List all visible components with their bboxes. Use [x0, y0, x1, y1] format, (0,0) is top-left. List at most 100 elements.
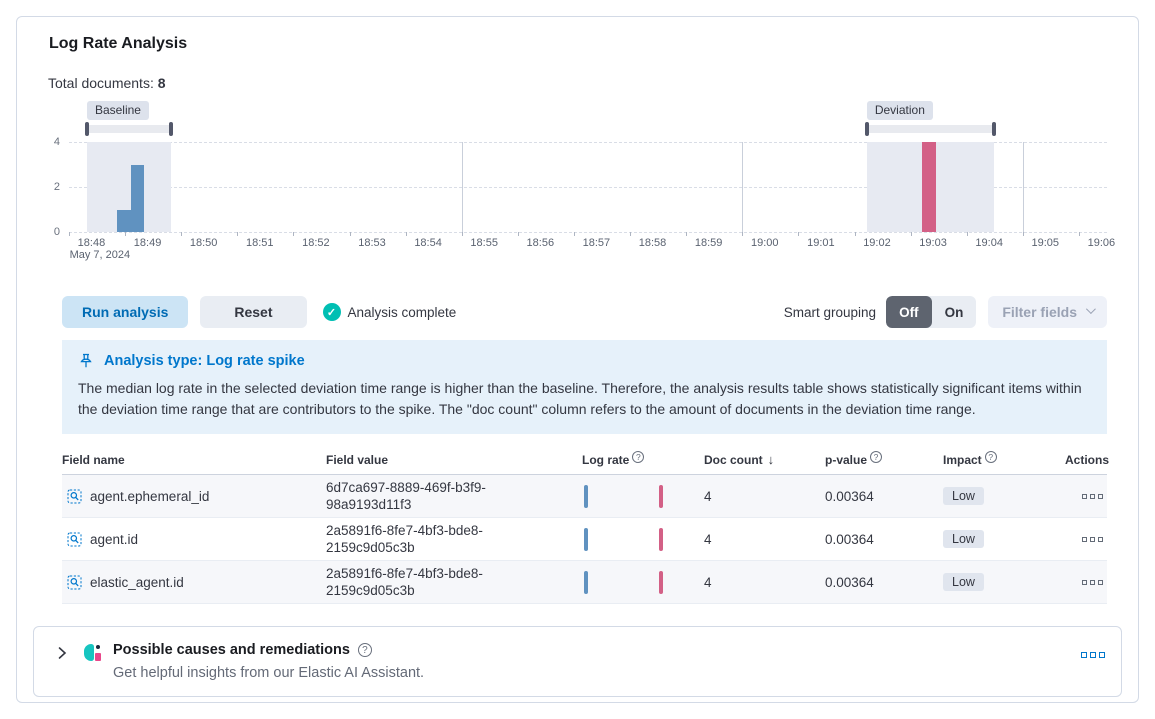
baseline-mini-bar [584, 485, 588, 508]
page-title: Log Rate Analysis [49, 35, 188, 52]
deviation-brush[interactable] [864, 122, 996, 136]
chart-badge-row: Baseline Deviation [69, 101, 1107, 120]
brush-handle[interactable] [168, 122, 173, 136]
col-header-impact[interactable]: Impact? [943, 450, 1065, 467]
doc-count-value: 4 [704, 531, 712, 547]
panel-actions-icon[interactable] [1081, 652, 1105, 658]
doc-count-value: 4 [704, 574, 712, 590]
field-statistics-icon[interactable] [67, 489, 82, 504]
col-header-doc-count[interactable]: Doc count ↓ [704, 452, 775, 467]
y-axis-label: 4 [53, 136, 60, 148]
x-axis-tick [293, 232, 295, 236]
analysis-status: ✓ Analysis complete [322, 303, 457, 321]
x-axis-tick [798, 232, 800, 236]
total-documents-value: 8 [157, 75, 166, 91]
filter-fields-button[interactable]: Filter fields [988, 296, 1107, 328]
info-icon[interactable]: ? [632, 450, 645, 463]
brush-handle[interactable] [84, 122, 89, 136]
chart-x-axis: May 7, 2024 18:48 18:49 18:50 18:51 18:52 18:… [69, 232, 1115, 262]
x-axis-label: 18:54 [414, 237, 442, 249]
col-header-field-value[interactable]: Field value [326, 452, 389, 467]
col-header-p-value[interactable]: p-value? [825, 450, 943, 467]
baseline-brush[interactable] [84, 122, 173, 136]
help-icon[interactable]: ? [357, 643, 372, 657]
x-axis-tick [125, 232, 127, 236]
baseline-doc-count-bar [130, 164, 145, 232]
table-row: agent.ephemeral_id 6d7ca697-8889-469f-b3… [62, 475, 1107, 518]
deviation-doc-count-bar [922, 142, 937, 232]
log-rate-mini-chart [582, 526, 664, 552]
field-statistics-icon[interactable] [67, 575, 82, 590]
gridline-horizontal [69, 142, 1107, 143]
brush-handle[interactable] [991, 122, 996, 136]
smart-grouping-on-button[interactable]: On [932, 296, 977, 328]
x-axis-label: 18:59 [694, 237, 723, 249]
doc-count-value: 4 [704, 488, 712, 504]
impact-badge: Low [943, 530, 984, 548]
col-header-log-rate[interactable]: Log rate? [582, 450, 704, 467]
info-icon[interactable]: ? [984, 450, 997, 463]
total-documents-label: Total documents: [48, 75, 154, 91]
x-axis-tick [517, 232, 519, 236]
log-rate-analysis-card: Log Rate Analysis Total documents: 8 Bas… [16, 16, 1139, 703]
log-rate-mini-chart [582, 569, 664, 595]
x-axis-date-label: May 7, 2024 [69, 249, 131, 261]
x-axis-tick [1022, 232, 1024, 236]
x-axis-tick [910, 232, 912, 236]
x-axis-tick [181, 232, 183, 236]
field-value: 6d7ca697-8889-469f-b3f9-98a9193d11f3 [326, 480, 486, 512]
causes-panel-title[interactable]: Possible causes and remediations [113, 642, 350, 658]
x-axis-tick [630, 232, 632, 236]
analysis-controls: Run analysis Reset ✓ Analysis complete S… [62, 296, 1107, 328]
field-value: 2a5891f6-8fe7-4bf3-bde8-2159c9d05c3b [326, 523, 483, 555]
chevron-right-icon[interactable] [56, 646, 68, 660]
p-value: 0.00364 [825, 574, 874, 590]
x-axis-tick [69, 232, 70, 236]
x-axis-label: 19:00 [750, 237, 779, 249]
col-header-field-name[interactable]: Field name [62, 452, 125, 467]
chart-brush-row [69, 122, 1107, 138]
gridline-vertical [461, 142, 463, 232]
x-axis-label: 18:55 [470, 237, 498, 249]
pin-icon [80, 353, 92, 368]
gridline-horizontal [69, 187, 1107, 188]
run-analysis-button[interactable]: Run analysis [62, 296, 189, 328]
row-actions-icon[interactable] [1082, 579, 1103, 585]
analysis-results-table: Field name Field value Log rate? Doc cou… [62, 444, 1109, 604]
x-axis-tick [237, 232, 239, 236]
x-axis-tick [349, 232, 351, 236]
x-axis-label: 18:53 [358, 237, 386, 249]
field-value: 2a5891f6-8fe7-4bf3-bde8-2159c9d05c3b [326, 566, 483, 598]
table-row: agent.id 2a5891f6-8fe7-4bf3-bde8-2159c9d… [62, 518, 1107, 561]
smart-grouping-off-button[interactable]: Off [886, 296, 932, 328]
x-axis-tick [854, 232, 856, 236]
x-axis-label: 18:52 [302, 237, 330, 249]
analysis-status-text: Analysis complete [347, 304, 457, 320]
field-statistics-icon[interactable] [67, 532, 82, 547]
info-icon[interactable]: ? [870, 450, 883, 463]
deviation-badge: Deviation [866, 101, 933, 120]
x-axis-label: 18:50 [189, 237, 218, 249]
field-name-value: elastic_agent.id [90, 574, 184, 590]
total-documents: Total documents: 8 [48, 75, 1122, 91]
p-value: 0.00364 [825, 488, 874, 504]
deviation-mini-bar [659, 571, 663, 594]
row-actions-icon[interactable] [1082, 536, 1103, 542]
chart-plot[interactable]: 4 2 0 [54, 136, 1107, 238]
x-axis-label: 19:03 [919, 237, 947, 249]
row-actions-icon[interactable] [1082, 493, 1103, 499]
gridline-vertical [742, 142, 744, 232]
x-axis-label: 19:06 [1087, 237, 1116, 249]
sort-desc-icon[interactable]: ↓ [767, 452, 775, 467]
baseline-doc-count-bar [116, 209, 131, 232]
deviation-mini-bar [659, 485, 663, 508]
x-axis-label: 19:02 [863, 237, 891, 249]
col-header-actions: Actions [1065, 452, 1110, 467]
x-axis-label: 18:49 [133, 237, 162, 249]
impact-badge: Low [943, 487, 984, 505]
brush-handle[interactable] [864, 122, 869, 136]
x-axis-label: 19:01 [807, 237, 835, 249]
baseline-mini-bar [584, 528, 588, 551]
reset-button[interactable]: Reset [200, 296, 307, 328]
